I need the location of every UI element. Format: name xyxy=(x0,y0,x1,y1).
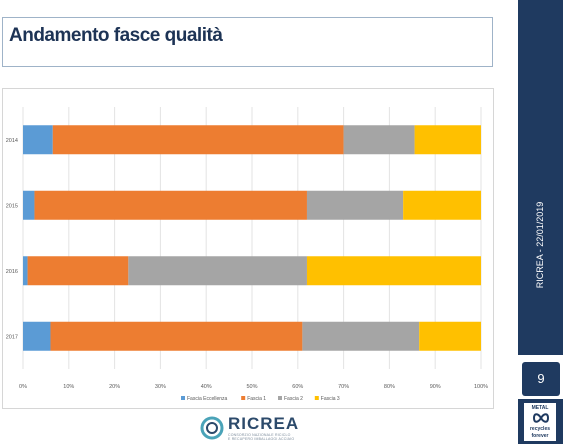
bar-segment xyxy=(23,190,35,220)
y-category-label: 2017 xyxy=(6,334,18,340)
stacked-bar-chart: 0% 10% 20% 30% 40% 50% 60% 70% 80% 90% 100% 2014 201… xyxy=(6,107,488,402)
bar-segment xyxy=(419,321,481,351)
infinity-icon xyxy=(533,413,549,423)
badge-line-2: recycles xyxy=(529,426,551,432)
metal-recycles-forever-badge: METAL recycles forever xyxy=(523,402,557,442)
legend-label: Fascia 3 xyxy=(321,396,340,402)
ricrea-logo: RICREA CONSORZIO NAZIONALE RICICLO E REC… xyxy=(200,414,330,442)
x-tick-label: 0% xyxy=(19,384,27,390)
bar-segment xyxy=(306,190,404,220)
bar-segment xyxy=(403,190,481,220)
x-tick-label: 60% xyxy=(292,384,303,390)
logo-name: RICREA xyxy=(228,414,300,433)
legend-swatch xyxy=(314,396,319,400)
bar-segment xyxy=(27,256,129,286)
logo-subtitle-2: E RECUPERO IMBALLAGGI ACCIAIO xyxy=(228,437,295,441)
legend-label: Fascia 2 xyxy=(284,396,303,402)
bar-segment xyxy=(302,321,420,351)
y-category-label: 2014 xyxy=(6,138,18,144)
x-tick-label: 30% xyxy=(155,384,166,390)
bar-segment xyxy=(343,125,415,155)
legend-swatch xyxy=(241,396,246,400)
bar-segment xyxy=(306,256,481,286)
x-tick-label: 50% xyxy=(246,384,257,390)
badge-line-3: forever xyxy=(531,433,549,439)
legend-label: Fascia 1 xyxy=(247,396,266,402)
legend-label: Fascia Eccellenza xyxy=(187,396,228,402)
page-number-box: 9 xyxy=(522,362,560,396)
chart-frame: 0% 10% 20% 30% 40% 50% 60% 70% 80% 90% 100% 2014 201… xyxy=(2,88,494,409)
legend-swatch xyxy=(181,396,185,400)
logo-subtitle-1: CONSORZIO NAZIONALE RICICLO xyxy=(228,433,291,437)
x-tick-label: 20% xyxy=(109,384,120,390)
y-category-label: 2016 xyxy=(6,269,18,275)
x-tick-label: 90% xyxy=(430,384,441,390)
x-tick-label: 10% xyxy=(63,384,74,390)
legend-swatch xyxy=(278,396,282,400)
bar-segment xyxy=(52,125,344,155)
x-tick-label: 70% xyxy=(338,384,349,390)
bar-segment xyxy=(34,190,307,220)
bar-segment xyxy=(23,321,51,351)
x-tick-label: 100% xyxy=(474,384,488,390)
bar-segment xyxy=(23,256,28,286)
bar-segment xyxy=(23,125,53,155)
bar-segment xyxy=(414,125,481,155)
bar-segment xyxy=(50,321,303,351)
ricrea-logo-icon xyxy=(200,416,224,440)
y-category-label: 2015 xyxy=(6,203,18,209)
badge-line-1: METAL xyxy=(531,405,549,411)
x-tick-label: 80% xyxy=(384,384,395,390)
slide-title: Andamento fasce qualità xyxy=(9,25,223,46)
page-number: 9 xyxy=(537,371,545,386)
sidebar-date-label: RICREA - 22/01/2019 xyxy=(535,201,545,289)
x-tick-label: 40% xyxy=(201,384,212,390)
bar-segment xyxy=(128,256,307,286)
title-box: Andamento fasce qualità xyxy=(2,17,493,67)
